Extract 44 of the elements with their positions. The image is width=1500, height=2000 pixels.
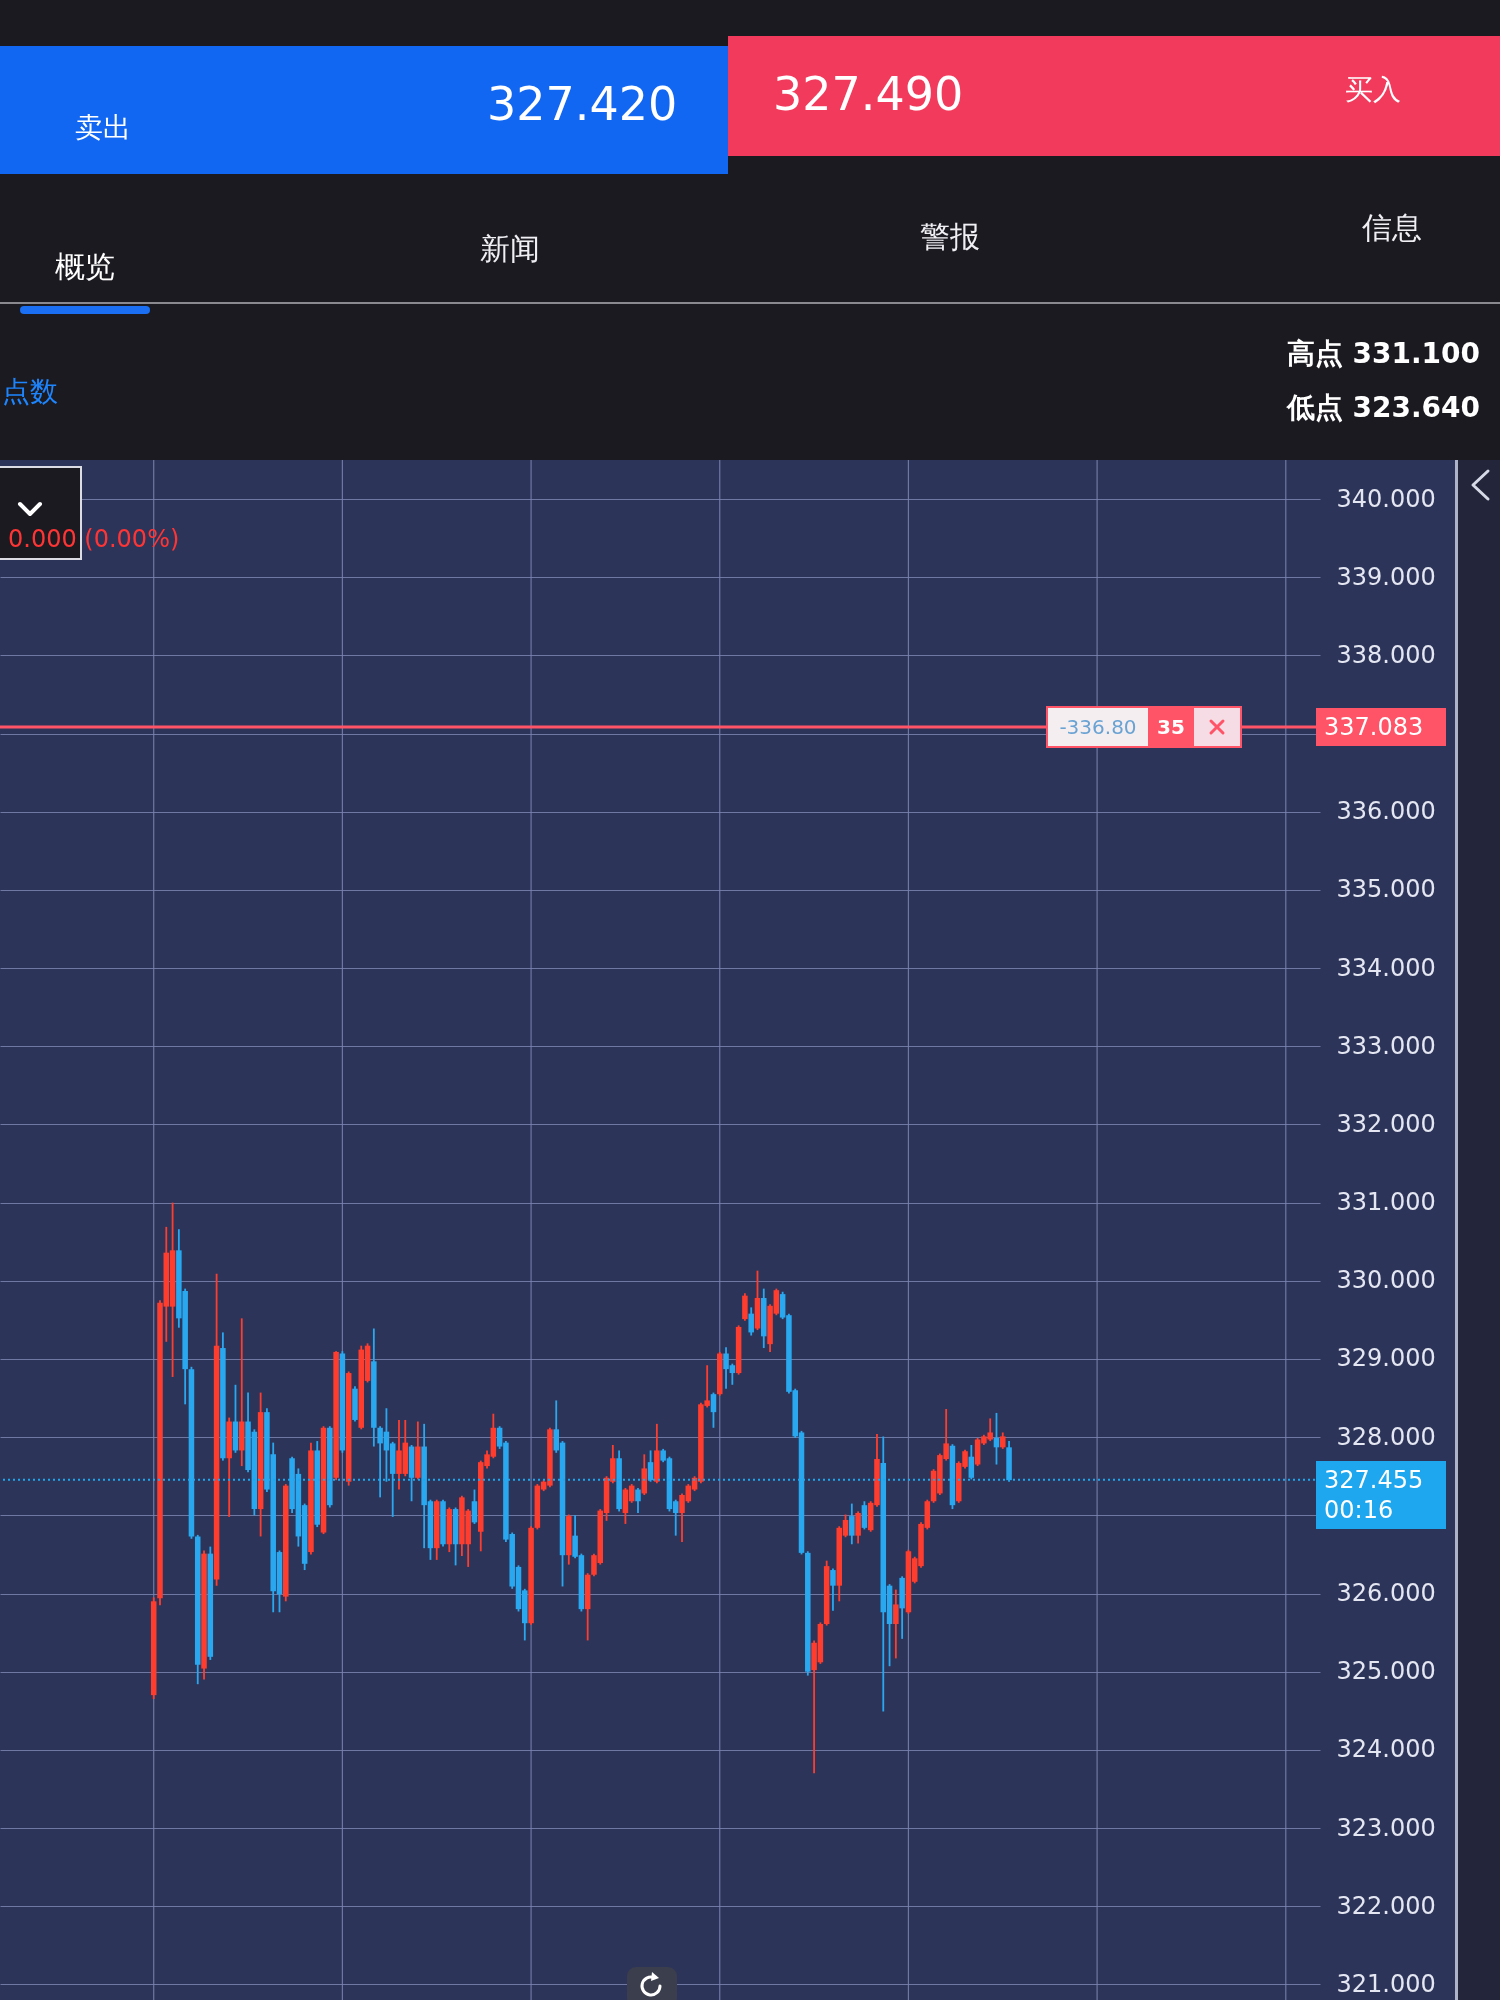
candlestick xyxy=(742,1292,748,1322)
y-tick-label: 325.000 xyxy=(1336,1657,1436,1686)
y-tick-label: 340.000 xyxy=(1336,484,1436,513)
candlestick xyxy=(861,1500,868,1531)
y-tick-label: 331.000 xyxy=(1336,1188,1436,1217)
annotation: 0.000 (0.00%) xyxy=(8,525,180,554)
y-tick-label: 333.000 xyxy=(1336,1031,1436,1060)
y-tick-label: 336.000 xyxy=(1336,797,1436,826)
text: 概览 xyxy=(55,249,115,285)
candlestick xyxy=(471,1488,478,1525)
text: 327.490 xyxy=(773,67,964,121)
y-tick-label: 332.000 xyxy=(1336,1109,1436,1138)
y-tick-label: 338.000 xyxy=(1336,640,1436,669)
text: 卖出 xyxy=(75,111,131,145)
text: 信息 xyxy=(1362,210,1422,246)
text: 高点 331.100 xyxy=(1286,337,1480,371)
candlestick xyxy=(855,1510,861,1545)
y-tick-label: 326.000 xyxy=(1336,1579,1436,1607)
candlestick xyxy=(893,1588,899,1660)
ref-line-label: 337.083 xyxy=(1316,708,1446,747)
candlestick xyxy=(748,1306,754,1337)
y-tick-label: 323.000 xyxy=(1336,1813,1436,1842)
annotation: -336.80 xyxy=(1048,708,1148,747)
y-tick-label: 334.000 xyxy=(1336,953,1436,982)
text: 警报 xyxy=(920,219,980,255)
text: 新闻 xyxy=(480,231,540,267)
y-tick-label: 339.000 xyxy=(1336,562,1436,591)
text: 买入 xyxy=(1345,73,1401,107)
y-tick-label: 330.000 xyxy=(1336,1266,1436,1295)
candlestick xyxy=(710,1391,717,1429)
candlestick xyxy=(635,1487,641,1514)
y-tick-label: 322.000 xyxy=(1336,1891,1436,1920)
text: 327.420 xyxy=(487,77,678,131)
annotation: 35 xyxy=(1148,708,1194,747)
y-tick-label: 329.000 xyxy=(1336,1344,1436,1373)
y-tick-label: 335.000 xyxy=(1336,875,1436,904)
candlestick xyxy=(830,1567,836,1612)
y-tick-label: 321.000 xyxy=(1336,1969,1436,1998)
y-tick-label: 324.000 xyxy=(1336,1735,1436,1764)
text: 低点 323.640 xyxy=(1286,391,1480,425)
y-tick-label: 328.000 xyxy=(1336,1422,1436,1451)
ref-line-label: 327.455 00:16 xyxy=(1316,1460,1446,1529)
text: 点数 xyxy=(2,375,58,409)
candlestick xyxy=(849,1502,855,1546)
